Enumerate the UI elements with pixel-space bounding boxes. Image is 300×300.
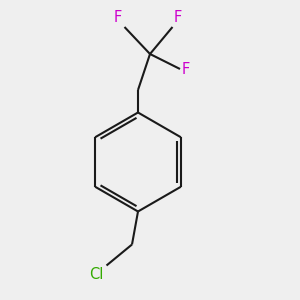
Text: F: F — [182, 61, 190, 76]
Text: Cl: Cl — [89, 267, 103, 282]
Text: F: F — [114, 11, 122, 26]
Text: F: F — [174, 11, 182, 26]
